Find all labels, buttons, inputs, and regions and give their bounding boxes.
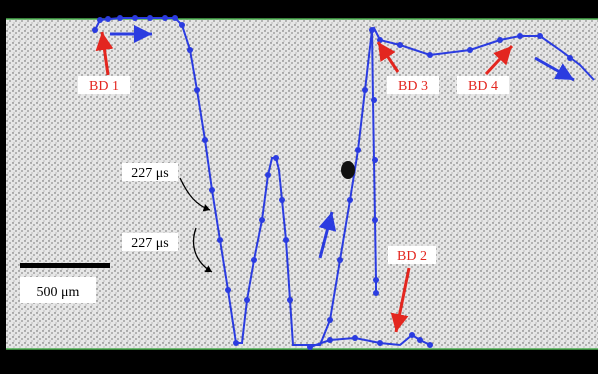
bd4-label: BD 4 <box>468 79 498 94</box>
time2-label: 227 μs <box>131 236 168 251</box>
time1-label: 227 μs <box>131 166 168 181</box>
bd2-arrow <box>390 267 411 333</box>
bd1-label: BD 1 <box>89 79 119 94</box>
bd1-label-box <box>78 76 130 94</box>
bd2-label: BD 2 <box>397 249 427 264</box>
bd2-label-box <box>388 246 436 264</box>
direction-arrow-2 <box>318 211 337 259</box>
time-arrow-2 <box>192 227 213 273</box>
bd4-label-box <box>457 76 509 94</box>
scale-bar <box>20 263 110 268</box>
scale-label: 500 μm <box>37 285 80 300</box>
particle-blob <box>341 161 355 179</box>
bd4-arrow <box>484 44 514 76</box>
bd3-label-box <box>387 76 439 94</box>
time-arrow-1 <box>179 177 211 212</box>
scale-label-box <box>20 277 96 303</box>
time1-label-box <box>122 163 178 181</box>
bd3-arrow <box>376 41 400 73</box>
direction-arrow-3 <box>534 56 575 82</box>
track-points <box>92 15 573 350</box>
time2-label-box <box>122 233 178 251</box>
noise-pattern <box>6 19 598 349</box>
bd3-label: BD 3 <box>398 79 428 94</box>
bd1-arrow <box>95 31 114 76</box>
